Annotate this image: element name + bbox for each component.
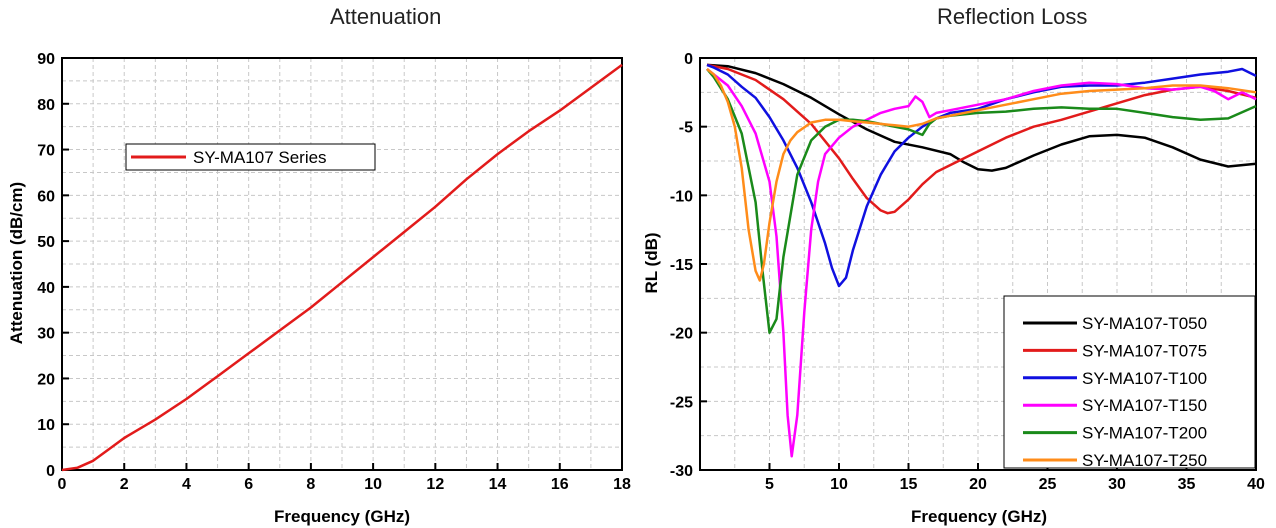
legend-label-sy-ma107-series: SY-MA107 Series	[193, 148, 327, 167]
right-x-tick-label: 10	[830, 476, 848, 493]
legend-label-sy-ma107-t150: SY-MA107-T150	[1082, 396, 1207, 415]
right-x-tick-label: 40	[1247, 476, 1265, 493]
series-line-sy-ma107-t200	[706, 68, 1257, 334]
left-x-axis-label: Frequency (GHz)	[274, 507, 410, 526]
left-x-tick-label: 8	[306, 476, 315, 493]
series-line-sy-ma107-t250	[706, 68, 1257, 282]
right-y-tick-label: -15	[670, 257, 693, 274]
series-line-sy-ma107-t100	[706, 63, 1257, 288]
left-y-tick-label: 40	[37, 280, 55, 297]
right-y-tick-label: -20	[670, 326, 693, 343]
series-line-sy-ma107-t050	[706, 63, 1257, 172]
left-x-tick-label: 18	[613, 476, 631, 493]
legend-label-sy-ma107-t075: SY-MA107-T075	[1082, 341, 1207, 360]
series-line-sy-ma107-series	[61, 63, 623, 472]
right-y-tick-label: -30	[670, 463, 693, 480]
left-x-tick-label: 6	[244, 476, 253, 493]
left-plot-frame	[61, 57, 623, 471]
right-legend: SY-MA107-T050 SY-MA107-T075 SY-MA107-T100 S…	[1003, 295, 1256, 470]
left-x-tick-label: 14	[489, 476, 507, 493]
legend-label-sy-ma107-t200: SY-MA107-T200	[1082, 424, 1207, 443]
left-y-tick-label: 90	[37, 51, 55, 68]
right-plot-area: 5 10 15 20 25 30 35 40 0 -5 -10 -15 -20 -25 -30	[670, 51, 1265, 493]
left-y-tick-label: 60	[37, 188, 55, 205]
left-y-tick-label: 80	[37, 97, 55, 114]
left-x-tick-label: 10	[364, 476, 382, 493]
legend-label-sy-ma107-t250: SY-MA107-T250	[1082, 451, 1207, 470]
series-line-sy-ma107-t075	[706, 63, 1257, 215]
left-y-tick-label: 70	[37, 143, 55, 160]
left-x-tick-label: 12	[426, 476, 444, 493]
right-y-tick-label: -25	[670, 394, 693, 411]
series-line-sy-ma107-t150	[706, 68, 1257, 458]
left-x-tick-label: 16	[551, 476, 569, 493]
right-x-tick-label: 30	[1108, 476, 1126, 493]
left-legend: SY-MA107 Series	[125, 143, 376, 171]
left-y-tick-label: 0	[46, 463, 55, 480]
right-x-tick-label: 35	[1178, 476, 1196, 493]
chart-title-reflection-loss: Reflection Loss	[937, 4, 1088, 29]
legend-label-sy-ma107-t050: SY-MA107-T050	[1082, 314, 1207, 333]
right-x-tick-label: 15	[900, 476, 918, 493]
left-y-tick-label: 20	[37, 371, 55, 388]
left-plot-area: 0 2 4 6 8 10 12 14 16 18 0 10 20 30 40 50 60 70 80 90	[37, 51, 631, 493]
right-x-axis-label: Frequency (GHz)	[911, 507, 1047, 526]
right-y-tick-label: -10	[670, 188, 693, 205]
legend-label-sy-ma107-t100: SY-MA107-T100	[1082, 369, 1207, 388]
left-x-tick-label: 4	[182, 476, 191, 493]
right-x-tick-label: 5	[765, 476, 774, 493]
left-grid	[61, 57, 623, 471]
right-y-axis-label: RL (dB)	[642, 232, 661, 293]
left-y-tick-label: 50	[37, 234, 55, 251]
left-y-tick-label: 10	[37, 417, 55, 434]
right-y-tick-label: 0	[684, 51, 693, 68]
left-x-tick-label: 0	[58, 476, 67, 493]
chart-title-attenuation: Attenuation	[330, 4, 442, 29]
left-x-tick-label: 2	[120, 476, 129, 493]
right-y-tick-label: -5	[679, 120, 693, 137]
right-x-tick-label: 20	[969, 476, 987, 493]
left-y-tick-label: 30	[37, 326, 55, 343]
left-y-axis-label: Attenuation (dB/cm)	[7, 182, 26, 344]
right-x-tick-label: 25	[1039, 476, 1057, 493]
